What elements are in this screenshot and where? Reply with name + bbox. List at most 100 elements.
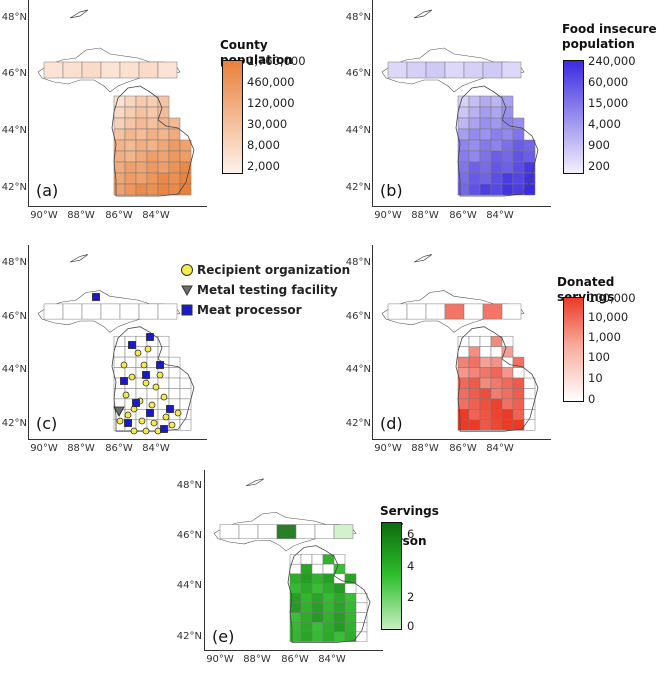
- meat-processor-marker: [128, 341, 136, 349]
- panel-label: (c): [36, 414, 58, 433]
- recipient-marker: [122, 391, 130, 399]
- meat-processor-marker: [120, 377, 128, 385]
- isle-royale: [413, 254, 433, 263]
- lon-tick: 88°W: [67, 443, 95, 454]
- map-frame: [28, 0, 207, 207]
- county: [157, 61, 178, 79]
- panel-label: (e): [212, 627, 235, 646]
- legend-metal-symbol: [181, 285, 193, 297]
- map-servings-per-person: [213, 478, 371, 643]
- lon-tick: 84°W: [142, 210, 170, 221]
- legend-label: 200: [588, 159, 610, 173]
- county: [333, 524, 354, 539]
- lon-tick: 86°W: [449, 210, 477, 221]
- lon-tick: 88°W: [67, 210, 95, 221]
- legend-label: 6: [407, 527, 415, 541]
- recipient-marker: [124, 411, 132, 419]
- recipient-marker: [116, 417, 124, 425]
- legend-label: 60,000: [588, 75, 629, 89]
- metal-testing-marker: [113, 406, 125, 417]
- meat-processor-marker: [132, 399, 140, 407]
- legend-color-bar: [222, 60, 243, 174]
- map-frame: [28, 245, 207, 440]
- lat-tick: 42°N: [345, 182, 371, 193]
- county: [179, 419, 192, 431]
- legend-label: 30,000: [247, 117, 288, 131]
- lon-tick: 90°W: [30, 210, 58, 221]
- map-facility-locations: [37, 254, 195, 435]
- lat-tick: 42°N: [345, 418, 371, 429]
- recipient-marker: [148, 401, 156, 409]
- legend-label: Metal testing facility: [197, 283, 338, 297]
- legend-label: 460,000: [247, 75, 295, 89]
- meat-processor-marker: [146, 333, 154, 341]
- legend-label: 4: [407, 559, 415, 573]
- map-food-insecure-population: [381, 9, 539, 197]
- legend-recipient-symbol: [181, 264, 193, 276]
- recipient-marker: [174, 409, 182, 417]
- isle-royale: [69, 254, 89, 263]
- meat-processor-marker: [142, 371, 150, 379]
- lat-tick: 48°N: [176, 480, 202, 491]
- michigan-outline: [381, 254, 539, 432]
- lon-tick: 90°W: [30, 443, 58, 454]
- map-frame: [372, 245, 551, 440]
- lat-tick: 44°N: [345, 364, 371, 375]
- recipient-marker: [144, 345, 152, 353]
- recipient-marker: [134, 349, 142, 357]
- legend-label: Meat processor: [197, 303, 302, 317]
- recipient-marker: [160, 393, 168, 401]
- lower-peninsula: [287, 545, 371, 643]
- legend-label: 900: [588, 138, 610, 152]
- panel-label: (a): [36, 181, 59, 200]
- legend-label: 2: [407, 590, 415, 604]
- lat-tick: 46°N: [345, 311, 371, 322]
- lat-tick: 44°N: [176, 580, 202, 591]
- panel-label: (d): [380, 414, 403, 433]
- meat-processor-marker: [92, 293, 100, 301]
- legend-label: 8,000: [247, 138, 280, 152]
- lon-tick: 84°W: [142, 443, 170, 454]
- recipient-marker: [162, 413, 170, 421]
- legend-label: 240,000: [588, 54, 636, 68]
- lat-tick: 44°N: [345, 125, 371, 136]
- county: [501, 303, 522, 320]
- legend-color-bar: [381, 522, 402, 630]
- map-donated-servings: [381, 254, 539, 432]
- legend-label: 1,000: [588, 330, 621, 344]
- michigan-outline: [37, 9, 195, 197]
- county: [523, 183, 536, 196]
- lat-tick: 48°N: [1, 12, 27, 23]
- recipient-marker: [138, 417, 146, 425]
- legend-label: 100: [588, 350, 610, 364]
- lon-tick: 84°W: [318, 654, 346, 665]
- lon-tick: 86°W: [281, 654, 309, 665]
- county: [355, 631, 368, 642]
- legend-color-bar: [563, 60, 584, 174]
- lon-tick: 90°W: [374, 443, 402, 454]
- county: [179, 183, 192, 196]
- meat-processor-marker: [160, 425, 168, 433]
- meat-processor-marker: [156, 361, 164, 369]
- map-frame: [204, 470, 383, 651]
- lat-tick: 42°N: [176, 631, 202, 642]
- recipient-marker: [128, 373, 136, 381]
- legend-meat-symbol: [181, 304, 193, 316]
- lon-tick: 90°W: [206, 654, 234, 665]
- legend-label: 120,000: [247, 96, 295, 110]
- lon-tick: 84°W: [486, 443, 514, 454]
- meat-processor-marker: [146, 409, 154, 417]
- lat-tick: 46°N: [1, 68, 27, 79]
- lat-tick: 46°N: [1, 311, 27, 322]
- lon-tick: 88°W: [243, 654, 271, 665]
- recipient-marker: [120, 361, 128, 369]
- legend-label: 10,000: [588, 310, 629, 324]
- isle-royale: [413, 9, 433, 19]
- lat-tick: 48°N: [345, 12, 371, 23]
- meat-processor-marker: [166, 405, 174, 413]
- legend-label: 0: [407, 619, 415, 633]
- lat-tick: 48°N: [1, 257, 27, 268]
- county: [523, 419, 536, 431]
- lon-tick: 88°W: [411, 210, 439, 221]
- legend-label: 0: [588, 392, 596, 406]
